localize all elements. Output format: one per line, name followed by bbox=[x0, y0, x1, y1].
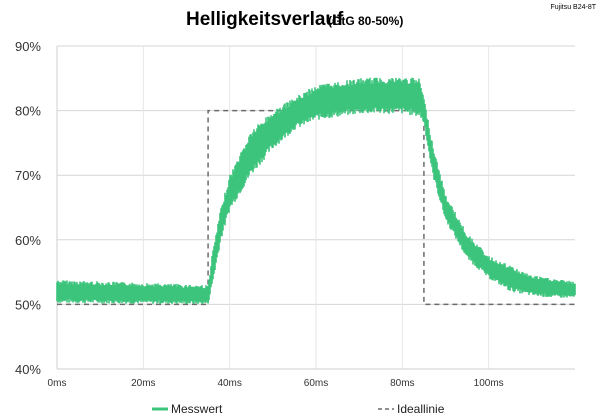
x-tick-labels: 0ms 20ms 40ms 60ms 80ms 100ms bbox=[48, 378, 504, 389]
chart-title: Helligkeitsverlauf bbox=[186, 9, 344, 30]
y-tick-label: 50% bbox=[15, 297, 41, 312]
x-tick-label: 0ms bbox=[48, 378, 67, 389]
legend-label-messwert: Messwert bbox=[171, 402, 223, 416]
y-tick-label: 60% bbox=[15, 233, 41, 248]
x-tick-label: 100ms bbox=[474, 378, 504, 389]
y-tick-label: 70% bbox=[15, 168, 41, 183]
series-messwert bbox=[56, 77, 576, 304]
y-tick-label: 40% bbox=[15, 362, 41, 377]
legend: Messwert Ideallinie bbox=[152, 402, 445, 416]
y-tick-label: 90% bbox=[15, 39, 41, 54]
legend-label-ideallinie: Ideallinie bbox=[397, 402, 445, 416]
brand-label: Fujitsu B24-8T bbox=[550, 4, 596, 11]
x-tick-label: 60ms bbox=[304, 378, 328, 389]
chart-subtitle: (GtG 80-50%) bbox=[328, 14, 403, 28]
y-tick-labels: 40% 50% 60% 70% 80% 90% bbox=[15, 39, 41, 377]
y-tick-label: 80% bbox=[15, 104, 41, 119]
x-tick-label: 40ms bbox=[217, 378, 241, 389]
x-tick-label: 20ms bbox=[131, 378, 155, 389]
x-tick-label: 80ms bbox=[390, 378, 414, 389]
measurement-layer bbox=[56, 77, 576, 304]
